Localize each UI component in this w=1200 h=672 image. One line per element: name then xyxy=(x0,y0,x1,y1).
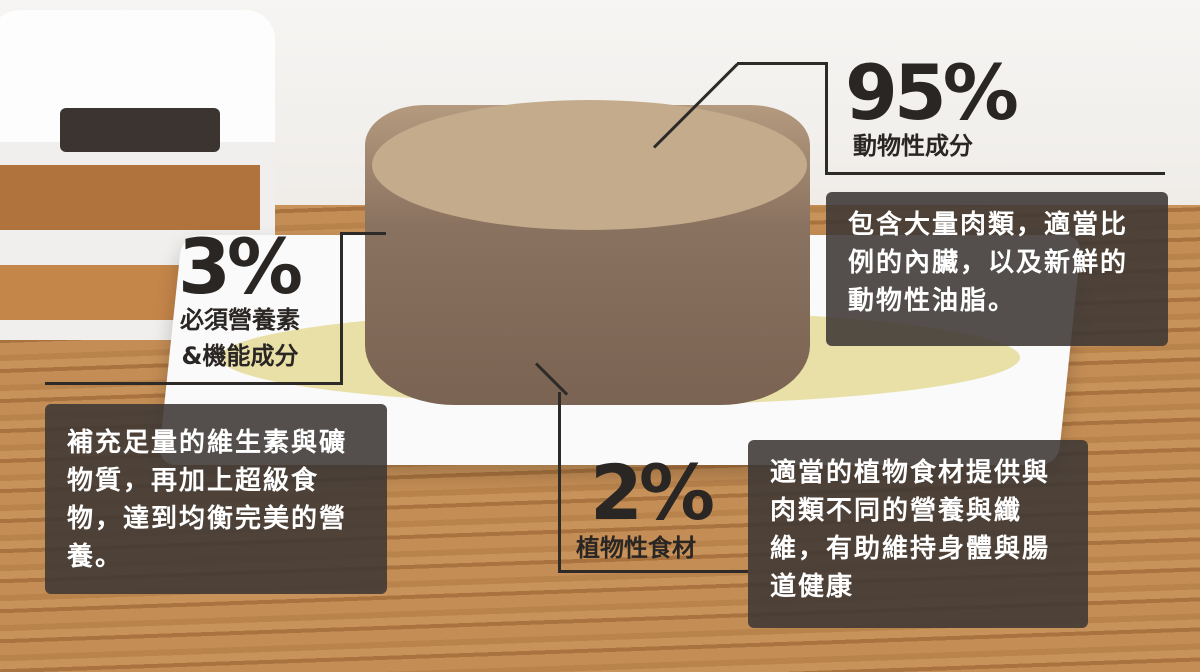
pate-top xyxy=(372,100,807,230)
callout-line xyxy=(45,382,343,385)
callout-line xyxy=(558,570,748,573)
label-nutrients-line1: 必須營養素 xyxy=(180,306,300,334)
callout-line xyxy=(340,232,386,235)
description-box-plant: 適當的植物食材提供與肉類不同的營養與纖維，有助維持身體與腸道健康 xyxy=(748,440,1088,628)
percent-2: 2% xyxy=(590,448,715,537)
callout-line xyxy=(340,232,343,384)
can-label-badge xyxy=(60,108,220,152)
callout-line xyxy=(825,62,828,174)
callout-line xyxy=(558,392,561,572)
label-nutrients-line2: &機能成分 xyxy=(181,342,299,370)
description-box-animal: 包含大量肉類，適當比例的內臟，以及新鮮的動物性油脂。 xyxy=(826,192,1168,346)
can-label-band xyxy=(0,165,260,230)
description-box-nutrients: 補充足量的維生素與礦物質，再加上超級食物，達到均衡完美的營養。 xyxy=(45,404,387,594)
percent-3: 3% xyxy=(178,222,303,311)
callout-line xyxy=(737,62,827,65)
callout-line xyxy=(825,172,1165,175)
label-animal: 動物性成分 xyxy=(853,132,973,160)
label-plant: 植物性食材 xyxy=(576,534,696,562)
percent-95: 95% xyxy=(845,48,1019,137)
